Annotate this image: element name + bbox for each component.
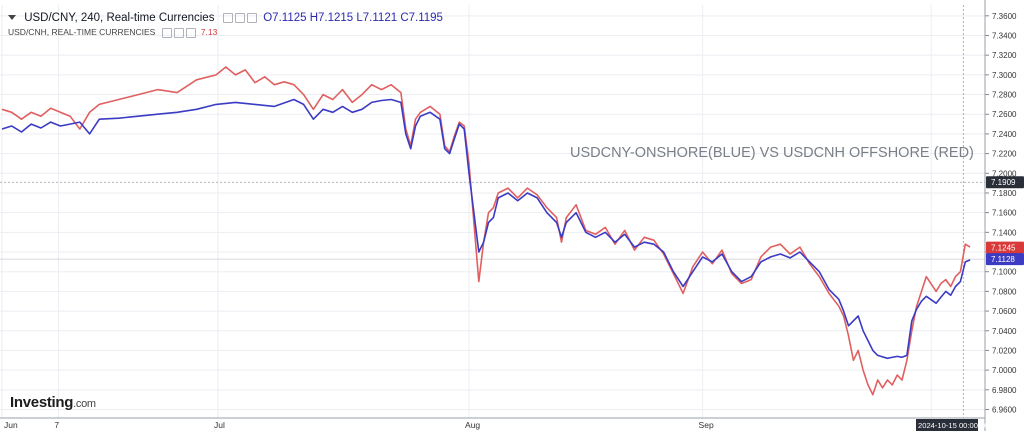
- y-tick-label: 7.3200: [992, 51, 1017, 60]
- y-tick-label: 7.3600: [992, 12, 1017, 21]
- compare-symbol-legend[interactable]: USD/CNH, REAL-TIME CURRENCIES 7.13: [8, 27, 217, 38]
- close-icon[interactable]: [186, 27, 197, 38]
- compare-symbol-title: USD/CNH, REAL-TIME CURRENCIES: [8, 27, 156, 37]
- cnh-last-badge-bg: [986, 241, 1024, 254]
- y-tick-label: 6.9800: [992, 386, 1017, 395]
- y-tick-label: 7.3000: [992, 71, 1017, 80]
- x-tick-label: 7: [54, 420, 59, 430]
- cny-last-badge: 7.1128: [991, 255, 1015, 264]
- settings-icon[interactable]: [174, 27, 185, 38]
- y-tick-label: 7.1800: [992, 189, 1017, 198]
- x-tick-label: Jun: [4, 420, 18, 430]
- collapse-icon[interactable]: [8, 15, 16, 21]
- ohlc-low: L7.1121: [356, 12, 398, 24]
- settings-icon[interactable]: [234, 12, 245, 23]
- y-tick-label: 7.0800: [992, 287, 1017, 296]
- y-tick-label: 7.2400: [992, 130, 1017, 139]
- y-tick-label: 7.0200: [992, 346, 1017, 355]
- crosshair-date-badge-bg: [916, 419, 978, 431]
- y-tick-label: 7.2200: [992, 150, 1017, 159]
- ohlc-close: C7.1195: [400, 12, 443, 24]
- cny-last-badge-bg: [986, 253, 1024, 266]
- chart-title: USDCNY-ONSHORE(BLUE) VS USDCNH OFFSHORE …: [570, 145, 974, 161]
- y-tick-label: 6.9600: [992, 406, 1017, 415]
- eye-icon[interactable]: [162, 27, 173, 38]
- labels-layer: 7.1909 7.1245 7.1128 2024-10-15 00:00:00: [916, 176, 1024, 431]
- compare-value: 7.13: [200, 27, 218, 37]
- grid-layer: [0, 5, 985, 418]
- crosshair-date-badge: 2024-10-15 00:00:00: [918, 421, 989, 430]
- main-symbol-title: USD/CNY, 240, Real-time Currencies: [24, 12, 215, 24]
- logo-domain: .com: [73, 398, 96, 410]
- y-tick-label: 7.3400: [992, 32, 1017, 41]
- x-tick-label: Jul: [214, 420, 225, 430]
- series-line-usdcny: [1, 98, 971, 360]
- ohlc-high: H7.1215: [309, 12, 354, 24]
- ohlc-open: O7.1125: [263, 12, 307, 24]
- x-axis: Jun7JulAugSepO: [0, 417, 985, 430]
- y-tick-label: 7.1000: [992, 268, 1017, 277]
- logo-main: Investing: [10, 394, 74, 411]
- y-tick-label: 7.0400: [992, 327, 1017, 336]
- series-line-usdcnh: [1, 66, 971, 396]
- crosshair-value-badge-bg: [986, 176, 1024, 189]
- y-tick-label: 7.0000: [992, 366, 1017, 375]
- crosshair-value-badge: 7.1909: [991, 178, 1016, 187]
- close-icon[interactable]: [246, 12, 257, 23]
- cnh-last-badge: 7.1245: [991, 244, 1016, 253]
- y-tick-label: 7.2800: [992, 91, 1017, 100]
- main-symbol-legend[interactable]: USD/CNY, 240, Real-time Currencies O7.11…: [8, 12, 443, 24]
- y-tick-label: 7.1400: [992, 228, 1017, 237]
- x-tick-label: Aug: [465, 420, 480, 430]
- y-tick-label: 7.0600: [992, 307, 1017, 316]
- y-axis: 7.3600 7.3400 7.3200 7.3000 7.2800 7.2600 7.24…: [984, 0, 1017, 431]
- y-tick-label: 7.1600: [992, 209, 1017, 218]
- series-layer: [1, 66, 971, 396]
- x-tick-label: Sep: [699, 420, 714, 430]
- eye-icon[interactable]: [222, 12, 233, 23]
- y-tick-label: 7.2000: [992, 169, 1017, 178]
- y-tick-label: 7.2600: [992, 110, 1017, 119]
- investing-logo: Investing.com: [10, 394, 96, 411]
